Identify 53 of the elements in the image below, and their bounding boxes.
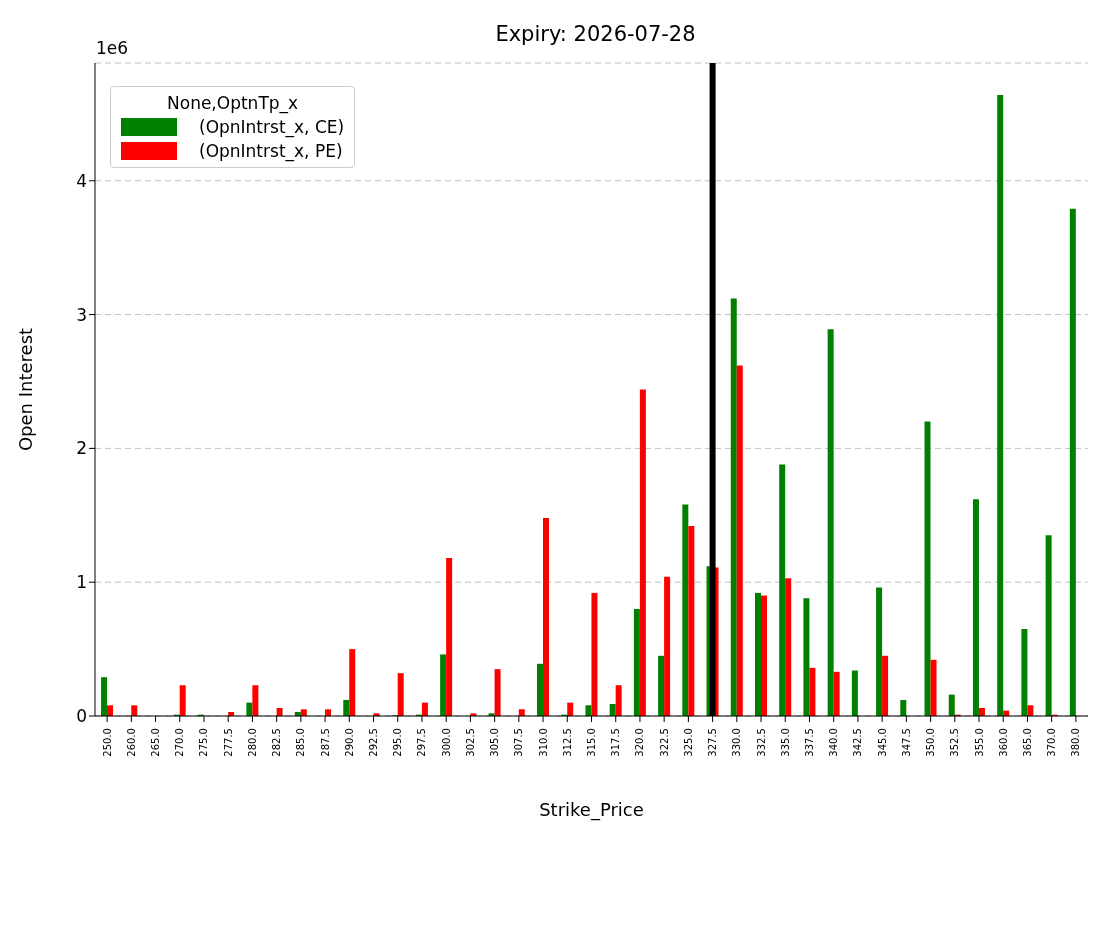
x-tick-label: 352.5 [949, 728, 961, 757]
y-axis-title: Open Interest [15, 327, 37, 452]
x-axis-title: Strike_Price [539, 799, 644, 821]
x-tick-label: 360.0 [997, 728, 1009, 757]
x-tick-label: 337.5 [803, 728, 815, 757]
x-tick-label: 275.0 [198, 728, 210, 757]
x-tick-label: 312.5 [561, 728, 573, 757]
x-tick-label: 330.0 [731, 728, 743, 757]
legend-label: (OpnIntrst_x, PE) [199, 141, 343, 161]
x-tick-label: 292.5 [368, 728, 380, 757]
x-tick-label: 290.0 [343, 728, 355, 757]
x-tick-label: 320.0 [634, 728, 646, 757]
x-tick-label: 297.5 [416, 728, 428, 757]
x-tick-label: 335.0 [779, 728, 791, 757]
x-tick-label: 322.5 [658, 728, 670, 757]
x-tick-label: 307.5 [513, 728, 525, 757]
x-tick-label: 277.5 [222, 728, 234, 757]
chart-title: Expiry: 2026-07-28 [495, 22, 696, 46]
y-tick-label: 3 [76, 304, 87, 325]
x-tick-label: 342.5 [852, 728, 864, 757]
x-tick-label: 250.0 [101, 728, 113, 757]
x-tick-label: 365.0 [1021, 728, 1033, 757]
x-tick-label: 350.0 [925, 728, 937, 757]
x-tick-label: 340.0 [828, 728, 840, 757]
x-tick-label: 305.0 [489, 728, 501, 757]
y-tick-label: 0 [76, 706, 87, 727]
legend-label: (OpnIntrst_x, CE) [199, 117, 345, 137]
x-tick-label: 265.0 [150, 728, 162, 757]
x-tick-label: 302.5 [464, 728, 476, 757]
x-tick-label: 380.0 [1070, 728, 1082, 757]
x-tick-label: 355.0 [973, 728, 985, 757]
x-tick-label: 295.0 [392, 728, 404, 757]
y-tick-label: 1 [76, 572, 87, 593]
x-tick-label: 287.5 [319, 728, 331, 757]
y-tick-label: 4 [76, 170, 87, 191]
x-tick-label: 327.5 [707, 728, 719, 757]
legend-title: None,OptnTp_x [166, 93, 300, 113]
x-tick-label: 270.0 [174, 728, 186, 757]
x-tick-label: 260.0 [125, 728, 137, 757]
x-tick-label: 347.5 [900, 728, 912, 757]
x-tick-label: 315.0 [586, 728, 597, 757]
x-tick-label: 310.0 [537, 728, 549, 757]
x-tick-label: 345.0 [876, 728, 888, 757]
x-tick-label: 280.0 [246, 728, 258, 757]
y-tick-label: 2 [76, 438, 87, 459]
x-tick-label: 317.5 [610, 728, 622, 757]
x-tick-label: 282.5 [271, 728, 283, 757]
x-tick-label: 325.0 [682, 728, 694, 757]
text: 1e6 [96, 38, 129, 58]
x-tick-label: 285.0 [295, 728, 307, 757]
x-tick-label: 300.0 [440, 728, 452, 757]
x-tick-label: 370.0 [1046, 728, 1058, 757]
x-tick-label: 332.5 [755, 728, 767, 757]
